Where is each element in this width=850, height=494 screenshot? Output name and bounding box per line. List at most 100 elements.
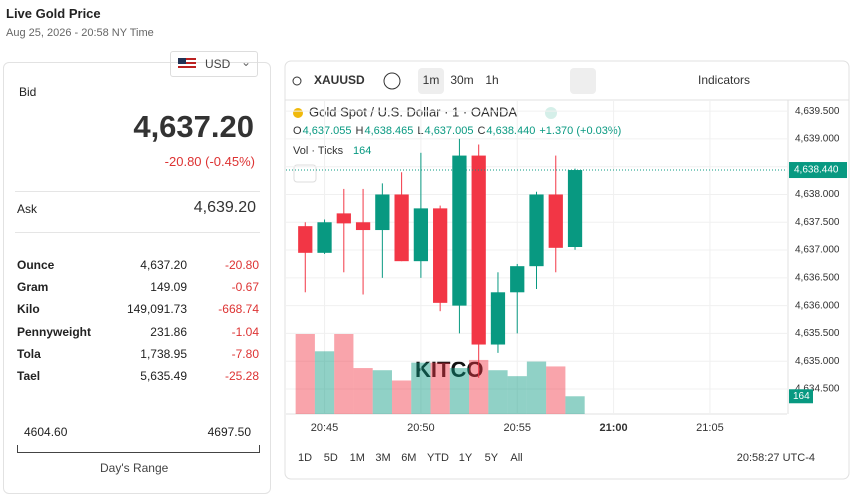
- volume-bar: [488, 370, 508, 414]
- volume-bar: [372, 370, 392, 414]
- x-tick-label: 20:50: [407, 422, 435, 434]
- volume-bar: [353, 368, 373, 414]
- indicators[interactable]: Indicators: [698, 73, 750, 87]
- chart-widget: XAUUSD 1m 30m 1h Indicators Gold Spot / …: [284, 60, 850, 480]
- last-price-label: 4,638.440: [794, 165, 839, 176]
- range-button[interactable]: YTD: [427, 452, 449, 464]
- candle-body: [567, 170, 583, 247]
- volume-bar: [334, 334, 354, 414]
- volume-tag-label: 164: [793, 391, 810, 402]
- table-row: Gram 149.09 -0.67: [17, 280, 259, 298]
- add-icon[interactable]: [383, 72, 401, 90]
- unit: Tael: [17, 369, 41, 383]
- range-button[interactable]: 1D: [298, 452, 312, 464]
- volume-bar: [314, 351, 335, 414]
- ohlc-value: 4,637.005: [425, 125, 474, 137]
- table-row: Tael 5,635.49 -25.28: [17, 369, 259, 387]
- volume-label: Vol · Ticks: [293, 145, 344, 157]
- volume-bar: [469, 359, 489, 414]
- status: [545, 107, 557, 119]
- currency-select[interactable]: USD ⌄: [170, 51, 258, 77]
- ask: 4,639.20: [193, 199, 256, 216]
- range-high: 4697.50: [207, 425, 251, 439]
- x-tick-label: 20:45: [311, 422, 339, 434]
- volume-tag: [789, 389, 813, 404]
- y-tick-label: 4,639.000: [795, 134, 840, 145]
- last-price-tag: [789, 162, 847, 179]
- unit: Pennyweight: [17, 324, 92, 339]
- x-tick-label: 20:55: [503, 422, 531, 434]
- currency: USD: [205, 57, 231, 71]
- date: Aug 25, 2026 - 20:58 NY Time: [6, 27, 154, 39]
- table-row: Tola 1,738.95 -7.80: [17, 347, 259, 365]
- candle-body: [433, 208, 448, 303]
- price: 231.86: [150, 324, 187, 339]
- range-button[interactable]: 3M: [375, 452, 390, 464]
- range-button[interactable]: 5D: [324, 452, 338, 464]
- symbol[interactable]: XAUUSD: [314, 73, 365, 87]
- range-button[interactable]: All: [510, 452, 522, 464]
- interval-active: [418, 68, 444, 94]
- y-tick-label: 4,638.000: [795, 189, 840, 200]
- volume-bar: [546, 366, 566, 414]
- y-tick-label: 4,636.000: [795, 300, 840, 311]
- bid: 4,637.20: [133, 109, 254, 144]
- unit: Gram: [17, 280, 49, 295]
- range-low: 4604.60: [24, 425, 68, 439]
- chart-frame: [284, 60, 850, 480]
- y-tick-label: 4,635.000: [795, 356, 840, 367]
- y-tick-label: 4,639.500: [795, 106, 840, 117]
- x-tick-label: 21:00: [600, 422, 628, 434]
- footer-time: 20:58:27 UTC-4: [737, 452, 815, 464]
- candle-body: [336, 213, 351, 224]
- ohlc-value: 4,638.440: [486, 125, 535, 137]
- unit: Tola: [17, 346, 41, 361]
- candle-body: [452, 155, 467, 306]
- interval[interactable]: 1h: [485, 73, 498, 87]
- range-bar: [17, 445, 260, 453]
- volume-bar: [411, 362, 431, 414]
- candle-body: [490, 292, 506, 345]
- interval[interactable]: 30m: [450, 73, 473, 87]
- price: 4,637.20: [140, 258, 187, 272]
- ohlc-key: H: [356, 125, 364, 137]
- change: -668.74: [218, 302, 259, 317]
- price: 5,635.49: [140, 369, 187, 383]
- range-button[interactable]: 1Y: [459, 452, 473, 464]
- interval[interactable]: 1m: [423, 73, 440, 87]
- volume-bar: [430, 362, 450, 414]
- chart-style-active[interactable]: [570, 68, 596, 94]
- change: -0.67: [231, 280, 259, 295]
- search-icon: [292, 76, 302, 86]
- change: -20.80 (-0.45%): [164, 154, 255, 169]
- flag: [178, 58, 196, 70]
- ohlc-key: C: [477, 125, 485, 137]
- range-button[interactable]: 5Y: [485, 452, 499, 464]
- volume-bar: [565, 396, 585, 414]
- range-label: Day's Range: [100, 461, 169, 475]
- ohlc-value: 4,637.055: [303, 125, 352, 137]
- y-tick-label: 4,637.500: [795, 217, 840, 228]
- instrument: Gold Spot / U.S. Dollar · 1 · OANDA: [309, 104, 517, 119]
- chevron: ⌄: [241, 55, 252, 69]
- change: -1.04: [231, 324, 259, 339]
- range-button[interactable]: 1M: [350, 452, 365, 464]
- table-row: Ounce 4,637.20 -20.80: [17, 258, 259, 276]
- ask-label: Ask: [17, 202, 38, 216]
- change: -20.80: [224, 258, 259, 272]
- page-title: Live Gold Price: [6, 6, 101, 21]
- candle-body: [413, 208, 429, 262]
- price: 149.09: [150, 280, 187, 295]
- range-button[interactable]: 6M: [401, 452, 416, 464]
- volume-bar: [391, 380, 412, 414]
- ohlc-value: 4,638.465: [364, 125, 413, 137]
- price: 149,091.73: [126, 302, 187, 317]
- candle-body: [510, 266, 525, 293]
- unit: Kilo: [17, 302, 40, 317]
- candle-body: [548, 194, 563, 248]
- collapse[interactable]: [293, 164, 317, 183]
- change: -25.28: [224, 369, 259, 383]
- table-row: Kilo 149,091.73 -668.74: [17, 302, 259, 320]
- volume-bar: [295, 334, 315, 414]
- table-row: Pennyweight 231.86 -1.04: [17, 325, 259, 343]
